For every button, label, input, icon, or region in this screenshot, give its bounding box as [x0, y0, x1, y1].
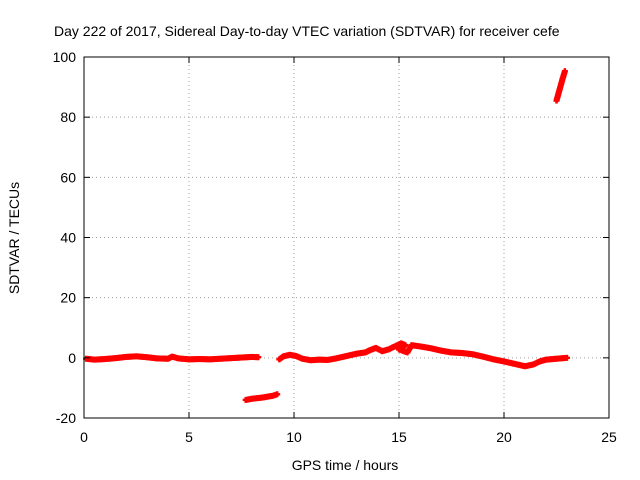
series-segment-4: [553, 68, 568, 104]
y-tick-label: -20: [56, 410, 76, 426]
y-tick-label: 100: [53, 49, 77, 65]
y-axis-label: SDTVAR / TECUs: [6, 182, 22, 294]
x-tick-label: 10: [286, 429, 302, 445]
x-axis-label: GPS time / hours: [292, 457, 399, 473]
series-segment-2: [242, 391, 281, 403]
x-tick-label: 25: [601, 429, 617, 445]
y-tick-label: 40: [60, 230, 76, 246]
x-tick-label: 5: [185, 429, 193, 445]
x-tick-label: 15: [391, 429, 407, 445]
chart-title: Day 222 of 2017, Sidereal Day-to-day VTE…: [54, 23, 560, 39]
y-tick-label: 60: [60, 169, 76, 185]
x-tick-label: 0: [80, 429, 88, 445]
y-tick-label: 20: [60, 290, 76, 306]
y-tick-label: 80: [60, 109, 76, 125]
series-segment-1: [83, 353, 262, 363]
data-layer: [83, 68, 570, 403]
x-tick-label: 20: [496, 429, 512, 445]
series-segment-3: [276, 340, 570, 370]
y-tick-label: 0: [68, 350, 76, 366]
